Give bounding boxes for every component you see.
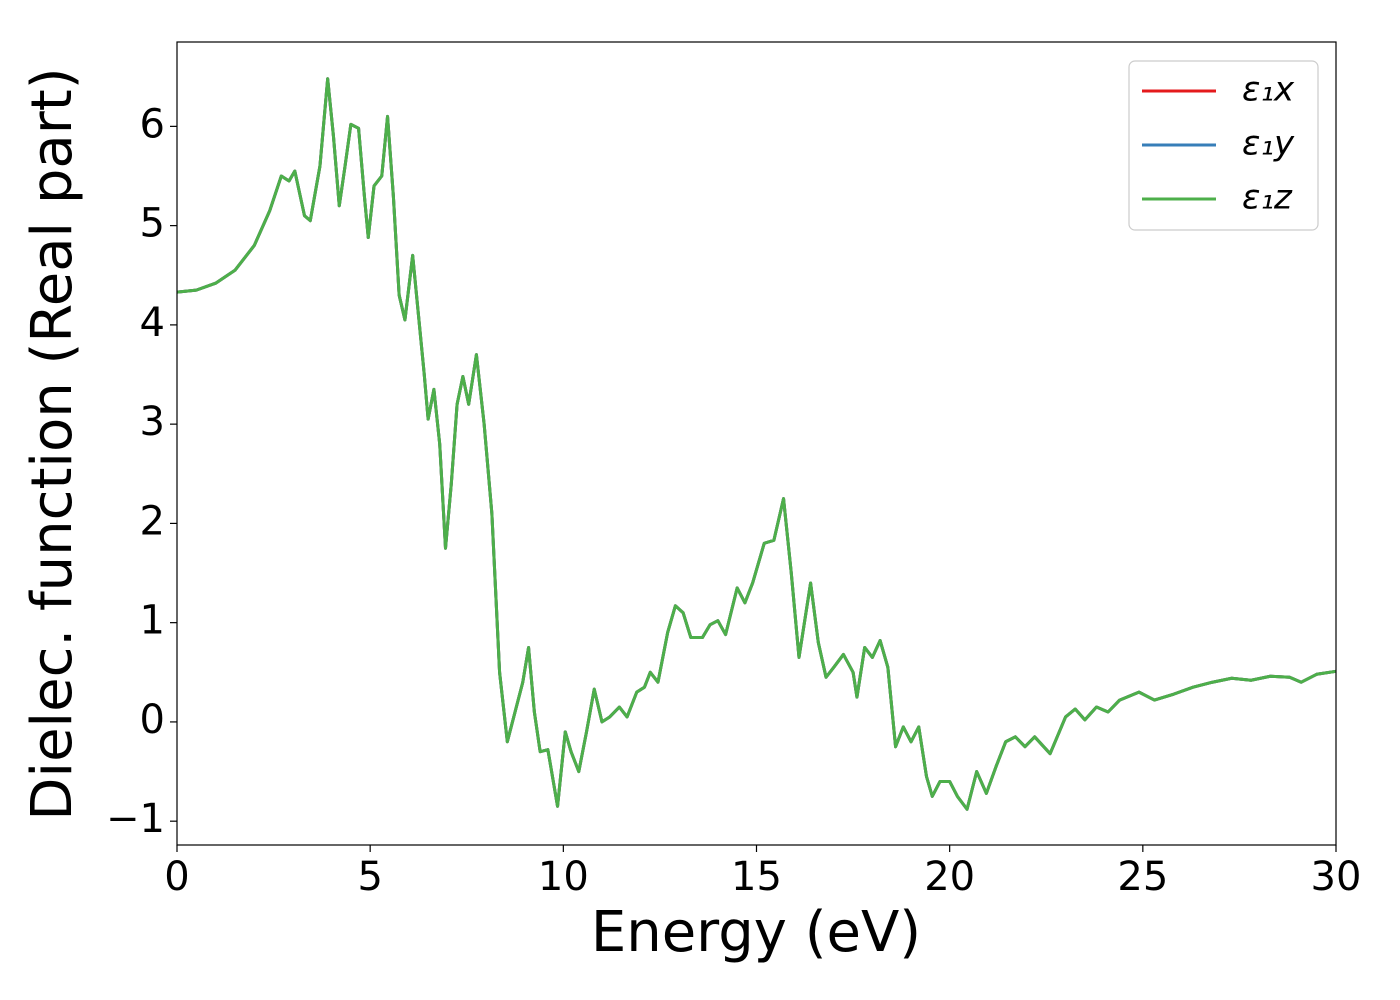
y-tick-label: 1 [140, 598, 165, 644]
plot-frame [176, 41, 1337, 846]
x-tick-label: 20 [924, 854, 975, 900]
x-tick-label: 15 [731, 854, 782, 900]
y-tick-label: −1 [106, 796, 165, 842]
legend-box [1128, 60, 1319, 231]
y-tick-label: 4 [140, 300, 165, 346]
x-tick-label: 0 [164, 854, 189, 900]
x-axis-label: Energy (eV) [591, 900, 921, 965]
y-tick-label: 3 [140, 399, 165, 445]
y-tick-label: 6 [140, 101, 165, 147]
y-tick-label: 0 [140, 697, 165, 743]
y-tick-label: 2 [140, 498, 165, 544]
legend-label: ε₁z [1242, 178, 1293, 218]
x-tick-label: 30 [1311, 854, 1362, 900]
y-tick-label: 5 [140, 201, 165, 247]
y-axis-label: Dielec. function (Real part) [20, 67, 85, 820]
legend-label: ε₁x [1242, 70, 1295, 110]
legend-label: ε₁y [1242, 124, 1295, 164]
series-line [176, 77, 1337, 811]
x-tick-label: 10 [538, 854, 589, 900]
x-tick-label: 5 [357, 854, 382, 900]
x-tick-label: 25 [1117, 854, 1168, 900]
